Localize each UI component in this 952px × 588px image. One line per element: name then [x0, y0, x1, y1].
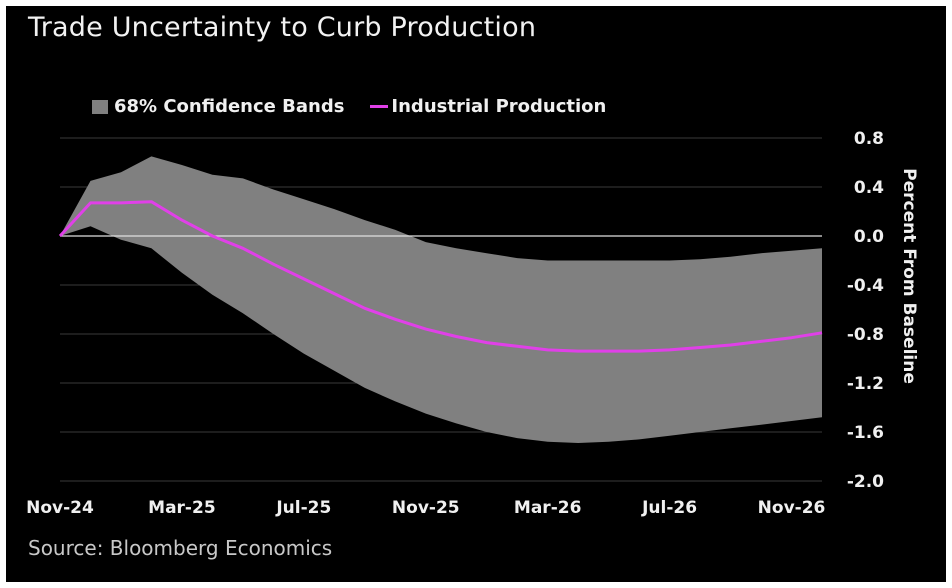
legend-item-band: 68% Confidence Bands — [92, 96, 344, 117]
y-tick-label: -2.0 — [847, 472, 884, 492]
confidence-band — [60, 156, 822, 443]
x-tick-label: Nov-26 — [758, 498, 826, 518]
y-tick-label: -0.8 — [847, 325, 884, 345]
industrial-production-line — [58, 200, 823, 353]
source-note: Source: Bloomberg Economics — [28, 536, 333, 560]
chart-title: Trade Uncertainty to Curb Production — [28, 12, 537, 43]
y-tick-label: -0.4 — [847, 276, 884, 296]
legend-label-line: Industrial Production — [391, 96, 607, 117]
y-tick-label: 0.4 — [854, 178, 884, 198]
legend-label-band: 68% Confidence Bands — [114, 96, 345, 117]
x-tick-label: Jul-26 — [641, 498, 697, 518]
x-tick-label: Nov-24 — [26, 498, 94, 518]
x-tick-label: Mar-26 — [514, 498, 582, 518]
y-tick-label: 0.8 — [854, 129, 884, 149]
x-tick-label: Mar-25 — [148, 498, 216, 518]
y-tick-label: -1.6 — [847, 423, 884, 443]
x-tick-label: Nov-25 — [392, 498, 460, 518]
y-axis-title: Percent From Baseline — [899, 168, 919, 384]
legend-swatch-band — [92, 99, 108, 114]
legend-swatch-line — [370, 105, 389, 108]
x-tick-label: Jul-25 — [275, 498, 331, 518]
legend-item-line: Industrial Production — [370, 96, 606, 117]
legend: 68% Confidence Bands Industrial Producti… — [92, 96, 632, 117]
y-tick-label: -1.2 — [847, 374, 884, 394]
y-tick-label: 0.0 — [854, 227, 884, 247]
